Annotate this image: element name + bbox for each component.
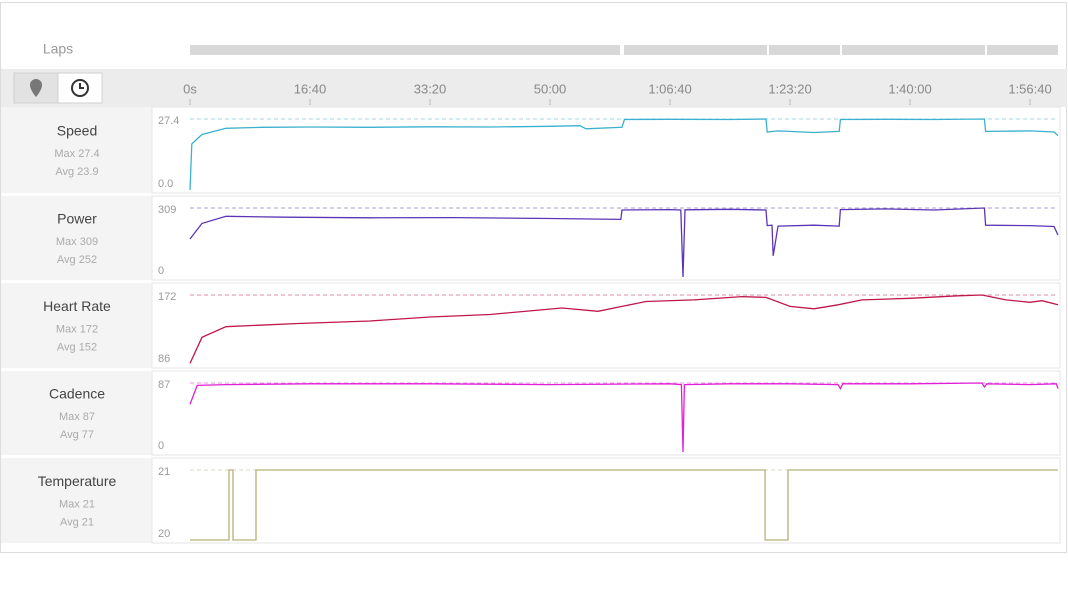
panel-label-bg — [1, 107, 152, 193]
panel-plot-bg — [151, 106, 1061, 194]
toolbar — [1, 69, 1067, 107]
y-tick-label: 21 — [158, 466, 170, 478]
y-tick-label: 86 — [158, 353, 170, 365]
lap-segment — [624, 45, 767, 55]
x-tick-label: 1:23:20 — [768, 81, 811, 96]
y-tick-label: 0.0 — [158, 178, 173, 190]
panel-max: Max 21 — [59, 498, 95, 510]
panel-avg: Avg 252 — [57, 254, 97, 266]
x-tick-label: 50:00 — [534, 81, 567, 96]
panel-name: Cadence — [49, 386, 105, 402]
series-line — [189, 207, 1059, 278]
panel-plot-bg — [151, 457, 1061, 544]
clock-icon — [71, 79, 89, 97]
panel-max: Max 27.4 — [54, 148, 99, 160]
series-line — [189, 118, 1059, 191]
panel-avg: Avg 21 — [60, 516, 94, 528]
panel-avg: Avg 77 — [60, 429, 94, 441]
y-tick-label: 20 — [158, 528, 170, 540]
panel-max: Max 87 — [59, 411, 95, 423]
x-tick-label: 1:56:40 — [1008, 81, 1051, 96]
panel-plot-bg — [151, 282, 1061, 369]
panel-max: Max 172 — [56, 323, 98, 335]
x-tick-label: 33:20 — [414, 81, 447, 96]
x-tick-label: 1:06:40 — [648, 81, 691, 96]
panel-name: Temperature — [38, 473, 117, 489]
y-tick-label: 0 — [158, 440, 164, 452]
lap-segment — [987, 45, 1058, 55]
lap-segment — [842, 45, 986, 55]
y-tick-label: 309 — [158, 204, 176, 216]
y-tick-label: 172 — [158, 291, 176, 303]
series-line — [189, 294, 1059, 364]
clock-hands — [79, 83, 84, 89]
pin-icon — [30, 79, 42, 97]
panel-label-bg — [1, 283, 152, 368]
panel-label-bg — [1, 196, 152, 280]
panel-name: Power — [57, 211, 97, 227]
x-tick-label: 0s — [183, 81, 197, 96]
panel-label-bg — [1, 458, 152, 543]
panel-label-bg — [1, 371, 152, 455]
series-line — [189, 382, 1059, 453]
panel-avg: Avg 152 — [57, 341, 97, 353]
series-line — [190, 469, 1058, 541]
panel-max: Max 309 — [56, 236, 98, 248]
lap-segment — [190, 45, 621, 55]
y-tick-label: 27.4 — [158, 115, 179, 127]
panel-plot-bg — [151, 195, 1061, 281]
y-tick-label: 0 — [158, 265, 164, 277]
panel-name: Speed — [57, 123, 97, 139]
panel-avg: Avg 23.9 — [55, 166, 98, 178]
x-tick-label: 1:40:00 — [888, 81, 931, 96]
y-tick-label: 87 — [158, 379, 170, 391]
lap-segment — [768, 45, 841, 55]
panel-name: Heart Rate — [43, 298, 111, 314]
x-tick-label: 16:40 — [294, 81, 327, 96]
laps-label: Laps — [43, 41, 73, 57]
panel-plot-bg — [151, 370, 1061, 456]
